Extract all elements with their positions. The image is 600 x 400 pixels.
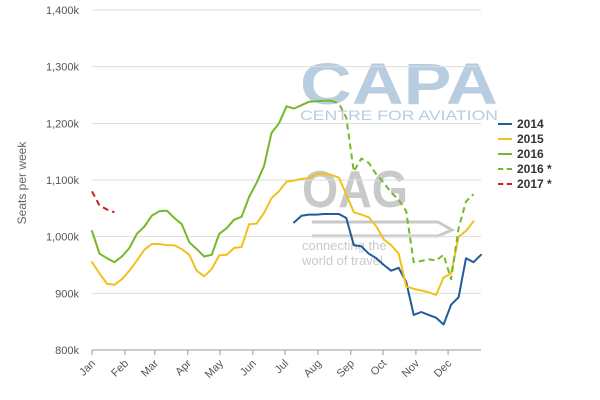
legend-swatch [498, 137, 512, 140]
y-tick-label: 900k [55, 288, 79, 300]
legend-item[interactable]: 2014 [498, 116, 594, 131]
legend: 2014 2015 2016 2016 * 2017 * [498, 116, 594, 191]
x-tick-label: Nov [400, 357, 423, 380]
legend-swatch [498, 152, 512, 155]
series-line-2014 [293, 213, 482, 326]
legend-label: 2016 * [517, 161, 552, 176]
y-tick-label: 1,400k [46, 5, 80, 17]
x-tick-label: Sep [335, 358, 357, 380]
y-tick-label: 1,200k [46, 118, 80, 130]
series-line-2016 [91, 99, 333, 264]
y-axis-title: Seats per week [15, 141, 29, 225]
x-tick-label: Jul [273, 358, 291, 376]
series-line-2016 [331, 99, 475, 281]
x-tick-label: Jan [77, 358, 98, 379]
capa-watermark: CAPA CENTRE FOR AVIATION [300, 52, 498, 123]
y-tick-label: 1,300k [46, 62, 80, 74]
legend-swatch [498, 182, 512, 185]
legend-item[interactable]: 2016 [498, 146, 594, 161]
series-line-2015 [91, 172, 475, 296]
x-tick-label: Aug [302, 358, 324, 380]
legend-item[interactable]: 2017 * [498, 176, 594, 191]
x-axis: Jan Feb Mar Apr May Jun Jul Aug Sep Oct Nov Dec [77, 349, 481, 381]
x-tick-label: Oct [369, 358, 390, 379]
x-tick-label: Mar [139, 357, 161, 379]
y-tick-label: 800k [55, 345, 79, 357]
legend-label: 2015 [517, 131, 544, 146]
legend-swatch [498, 167, 512, 170]
series-line-2017 [91, 190, 115, 214]
series-layer [91, 99, 482, 326]
y-tick-label: 1,000k [46, 232, 80, 244]
legend-label: 2016 [517, 146, 544, 161]
y-tick-label: 1,100k [46, 175, 80, 187]
svg-text:world of travel: world of travel [301, 253, 383, 268]
svg-text:CENTRE FOR AVIATION: CENTRE FOR AVIATION [300, 107, 498, 123]
legend-item[interactable]: 2016 * [498, 161, 594, 176]
x-tick-label: Feb [109, 358, 131, 380]
legend-label: 2017 * [517, 176, 552, 191]
legend-label: 2014 [517, 116, 544, 131]
x-tick-label: Apr [173, 357, 194, 378]
y-axis: 800k 900k 1,000k 1,100k 1,200k 1,300k 1,400k [46, 5, 80, 357]
svg-text:CAPA: CAPA [300, 52, 498, 117]
x-tick-label: Jun [238, 358, 259, 379]
x-tick-label: Dec [432, 357, 455, 380]
gridlines [92, 9, 481, 294]
svg-text:connecting the: connecting the [302, 238, 387, 253]
svg-text:OAG: OAG [302, 161, 408, 219]
legend-swatch [498, 122, 512, 125]
x-tick-label: May [203, 357, 227, 381]
legend-item[interactable]: 2015 [498, 131, 594, 146]
